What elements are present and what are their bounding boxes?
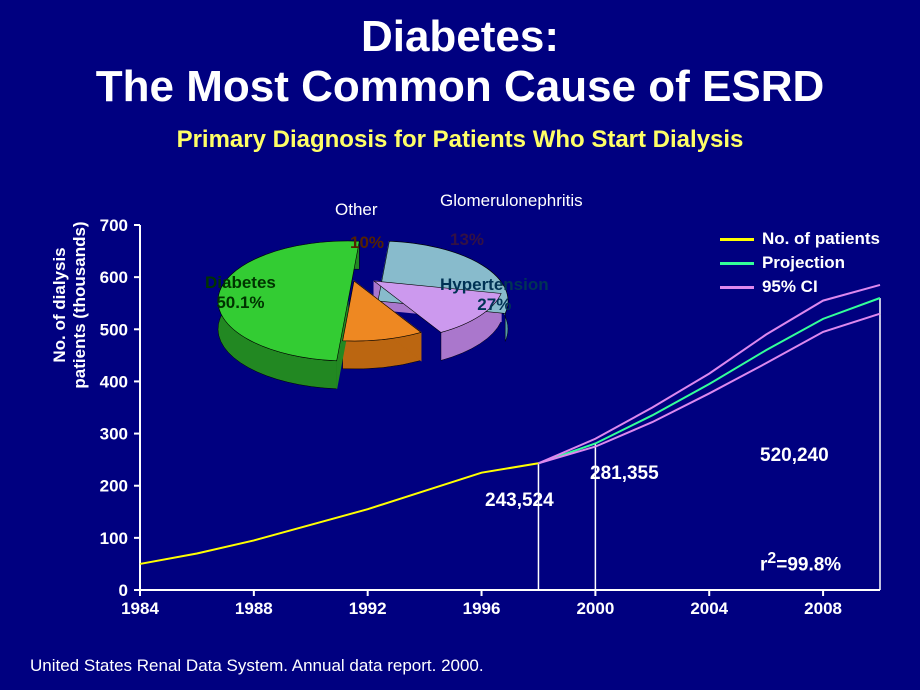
pie-slice-diabetes: Diabetes 50.1%: [205, 273, 276, 313]
title-line-2: The Most Common Cause of ESRD: [0, 62, 920, 112]
svg-text:500: 500: [100, 320, 128, 339]
subtitle: Primary Diagnosis for Patients Who Start…: [0, 126, 920, 154]
legend-item-ci: 95% CI: [720, 277, 880, 297]
pie-label-glom: Glomerulonephritis: [440, 191, 583, 211]
data-label-2010: 520,240: [760, 445, 829, 467]
legend-item-projection: Projection: [720, 253, 880, 273]
pie-label-other: Other: [335, 200, 378, 220]
svg-text:1984: 1984: [121, 599, 159, 618]
legend: No. of patients Projection 95% CI: [720, 229, 880, 301]
svg-text:100: 100: [100, 529, 128, 548]
svg-text:0: 0: [119, 581, 128, 600]
pie-slice-hypertension: Hypertension 27%: [440, 275, 549, 315]
r-squared-label: r2=99.8%: [760, 550, 841, 576]
legend-label: 95% CI: [762, 277, 818, 297]
y-axis-label-l1: No. of dialysis: [50, 247, 69, 362]
legend-label: No. of patients: [762, 229, 880, 249]
y-axis-label: No. of dialysis patients (thousands): [50, 205, 90, 405]
svg-text:700: 700: [100, 216, 128, 235]
source-citation: United States Renal Data System. Annual …: [30, 656, 484, 676]
legend-swatch: [720, 238, 754, 241]
chart-area: 0 100 200 300 400 500 600 700 1984 1988 1992 1996 20…: [60, 195, 900, 635]
svg-text:2008: 2008: [804, 599, 842, 618]
svg-text:1988: 1988: [235, 599, 273, 618]
pie-slice-other-pct: 10%: [350, 233, 384, 253]
data-label-1998: 243,524: [485, 490, 554, 512]
data-label-2000: 281,355: [590, 463, 659, 485]
pie-slice-glom-pct: 13%: [450, 230, 484, 250]
svg-text:600: 600: [100, 268, 128, 287]
svg-text:400: 400: [100, 372, 128, 391]
legend-label: Projection: [762, 253, 845, 273]
y-axis-label-l2: patients (thousands): [70, 221, 89, 388]
legend-swatch: [720, 286, 754, 289]
title-line-1: Diabetes:: [0, 12, 920, 62]
title-block: Diabetes: The Most Common Cause of ESRD: [0, 0, 920, 112]
svg-text:2000: 2000: [576, 599, 614, 618]
legend-item-patients: No. of patients: [720, 229, 880, 249]
svg-text:1992: 1992: [349, 599, 387, 618]
svg-text:300: 300: [100, 425, 128, 444]
svg-text:200: 200: [100, 477, 128, 496]
legend-swatch: [720, 262, 754, 265]
svg-text:1996: 1996: [463, 599, 501, 618]
svg-text:2004: 2004: [690, 599, 728, 618]
